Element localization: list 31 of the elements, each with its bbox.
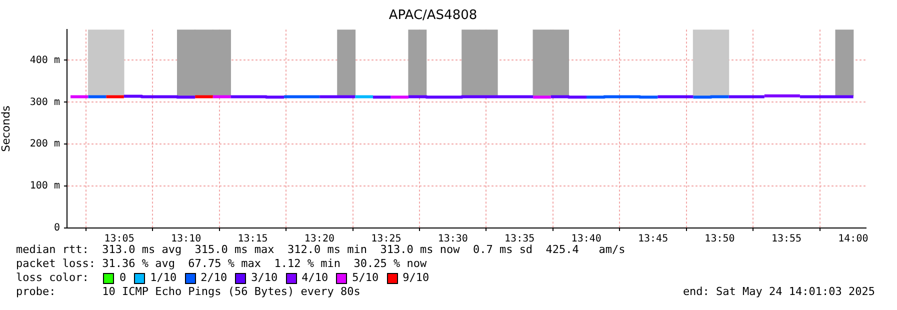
legend-label: 0 [119,271,126,285]
x-tick-label: 13:25 [371,234,402,245]
x-tick-label: 13:30 [438,234,468,245]
y-tick-label: 100 m [30,180,60,192]
x-tick-label: 13:45 [638,234,668,245]
y-tick-label: 400 m [30,54,60,66]
x-tick-label: 13:55 [771,234,802,245]
y-tick-label: 200 m [30,138,60,150]
legend-label: 3/10 [251,271,278,285]
chart-title: APAC/AS4808 [388,8,478,24]
text: median rtt: 313.0 ms avg 315.0 ms max 312.0 ms min 313.0 ms now 0.7 ms sd 425.4 am/s [16,243,626,257]
y-axis-title: Seconds [0,105,12,152]
x-tick-label: 13:05 [104,234,134,245]
legend-title: loss color: [16,271,90,285]
x-tick-label: 14:00 [838,234,868,245]
text: packet loss: 31.36 % avg 67.75 % max 1.12 % min 30.25 % now [16,257,427,271]
x-tick-label: 13:20 [304,234,334,245]
legend-label: 4/10 [302,271,328,285]
x-tick-label: 13:10 [170,234,202,245]
legend-label: 5/10 [352,271,379,285]
x-tick-label: 13:40 [571,234,602,245]
legend-label: 9/10 [402,271,430,285]
legend-label: 1/10 [150,271,177,285]
text: end: Sat May 24 14:01:03 2025 [682,285,875,299]
legend-label: 2/10 [200,271,228,285]
y-tick-label: 300 m [30,96,60,108]
y-tick-label: 0 [54,222,60,234]
x-tick-label: 13:35 [504,234,535,245]
x-tick-label: 13:15 [238,234,268,245]
x-tick-label: 13:50 [704,234,735,245]
text: probe: 10 ICMP Echo Pings (56 Bytes) every 80s [16,285,360,299]
